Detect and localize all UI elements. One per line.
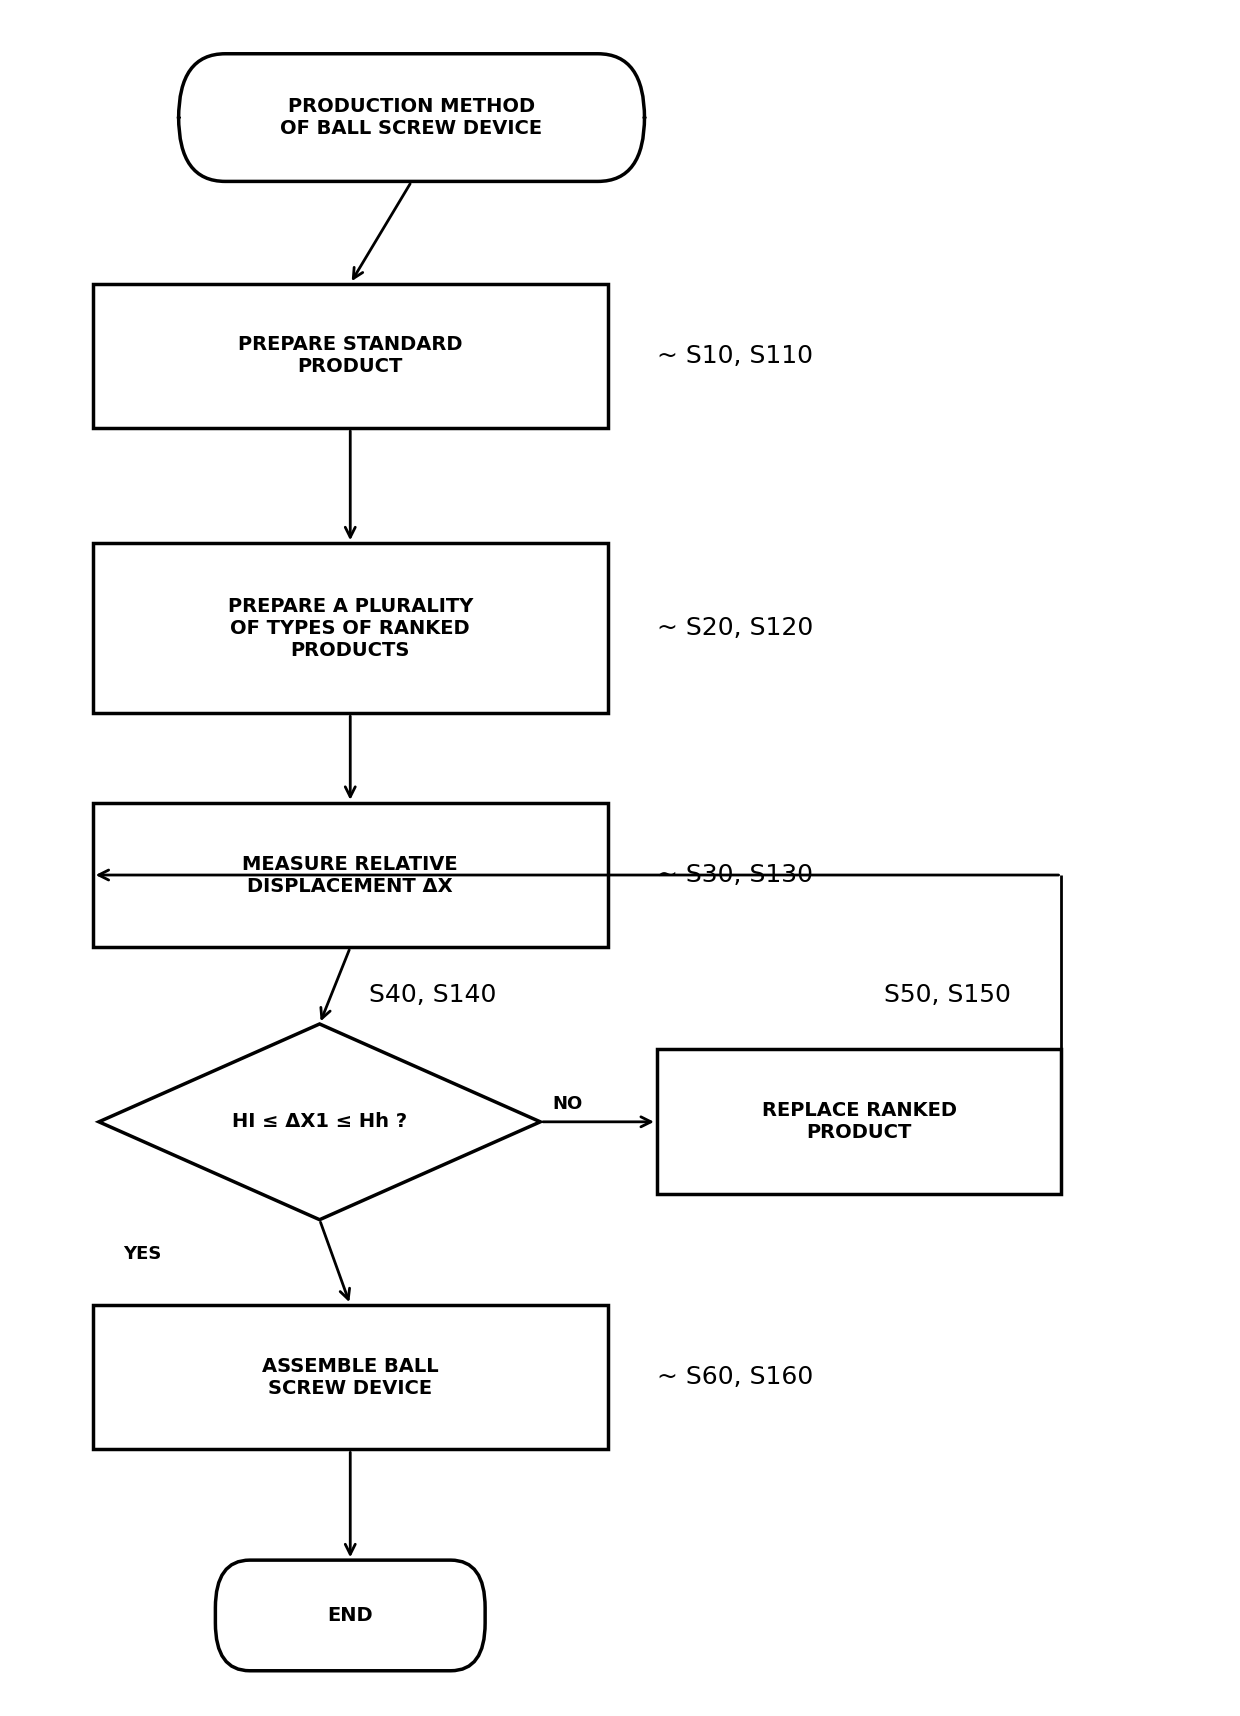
Text: NO: NO [553, 1095, 583, 1114]
Bar [657, 1050, 1061, 1194]
Bar [93, 283, 608, 429]
Text: ~ S30, S130: ~ S30, S130 [657, 863, 812, 887]
Text: PREPARE STANDARD
PRODUCT: PREPARE STANDARD PRODUCT [238, 335, 463, 376]
Text: S40, S140: S40, S140 [368, 983, 496, 1007]
Text: ~ S10, S110: ~ S10, S110 [657, 343, 812, 367]
Text: S50, S150: S50, S150 [884, 983, 1011, 1007]
Bar [93, 803, 608, 947]
Bar [93, 1304, 608, 1450]
Bar [93, 542, 608, 714]
Text: MEASURE RELATIVE
DISPLACEMENT ΔX: MEASURE RELATIVE DISPLACEMENT ΔX [243, 855, 458, 896]
Text: PREPARE A PLURALITY
OF TYPES OF RANKED
PRODUCTS: PREPARE A PLURALITY OF TYPES OF RANKED P… [228, 597, 472, 659]
Text: PRODUCTION METHOD
OF BALL SCREW DEVICE: PRODUCTION METHOD OF BALL SCREW DEVICE [280, 98, 543, 137]
Text: ~ S60, S160: ~ S60, S160 [657, 1366, 813, 1390]
FancyBboxPatch shape [216, 1560, 485, 1671]
Text: REPLACE RANKED
PRODUCT: REPLACE RANKED PRODUCT [761, 1102, 956, 1143]
Text: ~ S20, S120: ~ S20, S120 [657, 616, 813, 640]
Text: ASSEMBLE BALL
SCREW DEVICE: ASSEMBLE BALL SCREW DEVICE [262, 1357, 439, 1397]
Text: YES: YES [124, 1246, 161, 1263]
Text: HI ≤ ΔX1 ≤ Hh ?: HI ≤ ΔX1 ≤ Hh ? [232, 1112, 407, 1131]
FancyBboxPatch shape [179, 53, 645, 182]
Polygon shape [99, 1024, 541, 1220]
Text: END: END [327, 1606, 373, 1625]
